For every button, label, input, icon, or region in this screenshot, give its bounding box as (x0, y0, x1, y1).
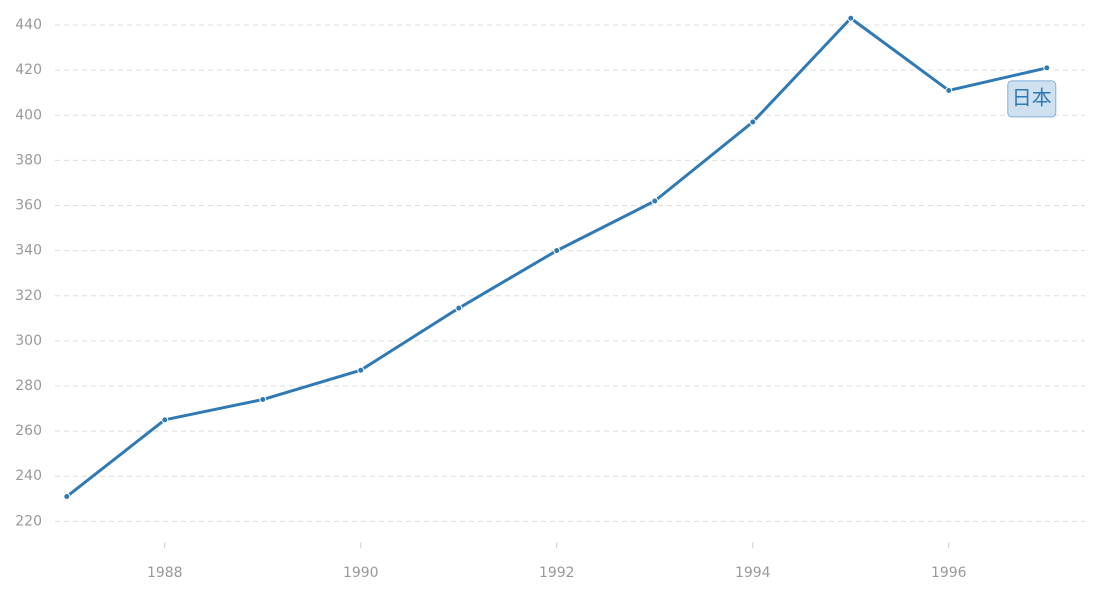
point (357, 366, 365, 374)
point (847, 14, 855, 22)
point (455, 304, 463, 312)
y-tick-label: 320 (15, 288, 42, 304)
y-tick-label: 280 (15, 378, 42, 394)
point (63, 493, 71, 501)
x-tick-label: 1996 (931, 565, 967, 581)
y-tick-label: 400 (15, 107, 42, 123)
point (259, 396, 267, 404)
point (161, 416, 169, 424)
series-label: 日本 (1012, 85, 1052, 109)
y-tick-label: 300 (15, 333, 42, 349)
line (65, 16, 1048, 498)
x-tick-label: 1988 (147, 565, 183, 581)
y-tick-label: 420 (15, 62, 42, 78)
y-tick-label: 240 (15, 468, 42, 484)
point (1043, 64, 1051, 72)
y-tick-label: 360 (15, 198, 42, 214)
series-label-box (1007, 80, 1057, 118)
point (553, 247, 561, 255)
y-tick-label: 260 (15, 423, 42, 439)
x-tick-label: 1990 (343, 565, 379, 581)
point (945, 86, 953, 94)
x-tick-label: 1994 (735, 565, 771, 581)
point (749, 118, 757, 126)
point (651, 197, 659, 205)
y-tick-label: 340 (15, 243, 42, 259)
x-tick-label: 1992 (539, 565, 575, 581)
y-tick-label: 220 (15, 513, 42, 529)
y-tick-label: 380 (15, 152, 42, 168)
y-tick-label: 440 (15, 17, 42, 33)
